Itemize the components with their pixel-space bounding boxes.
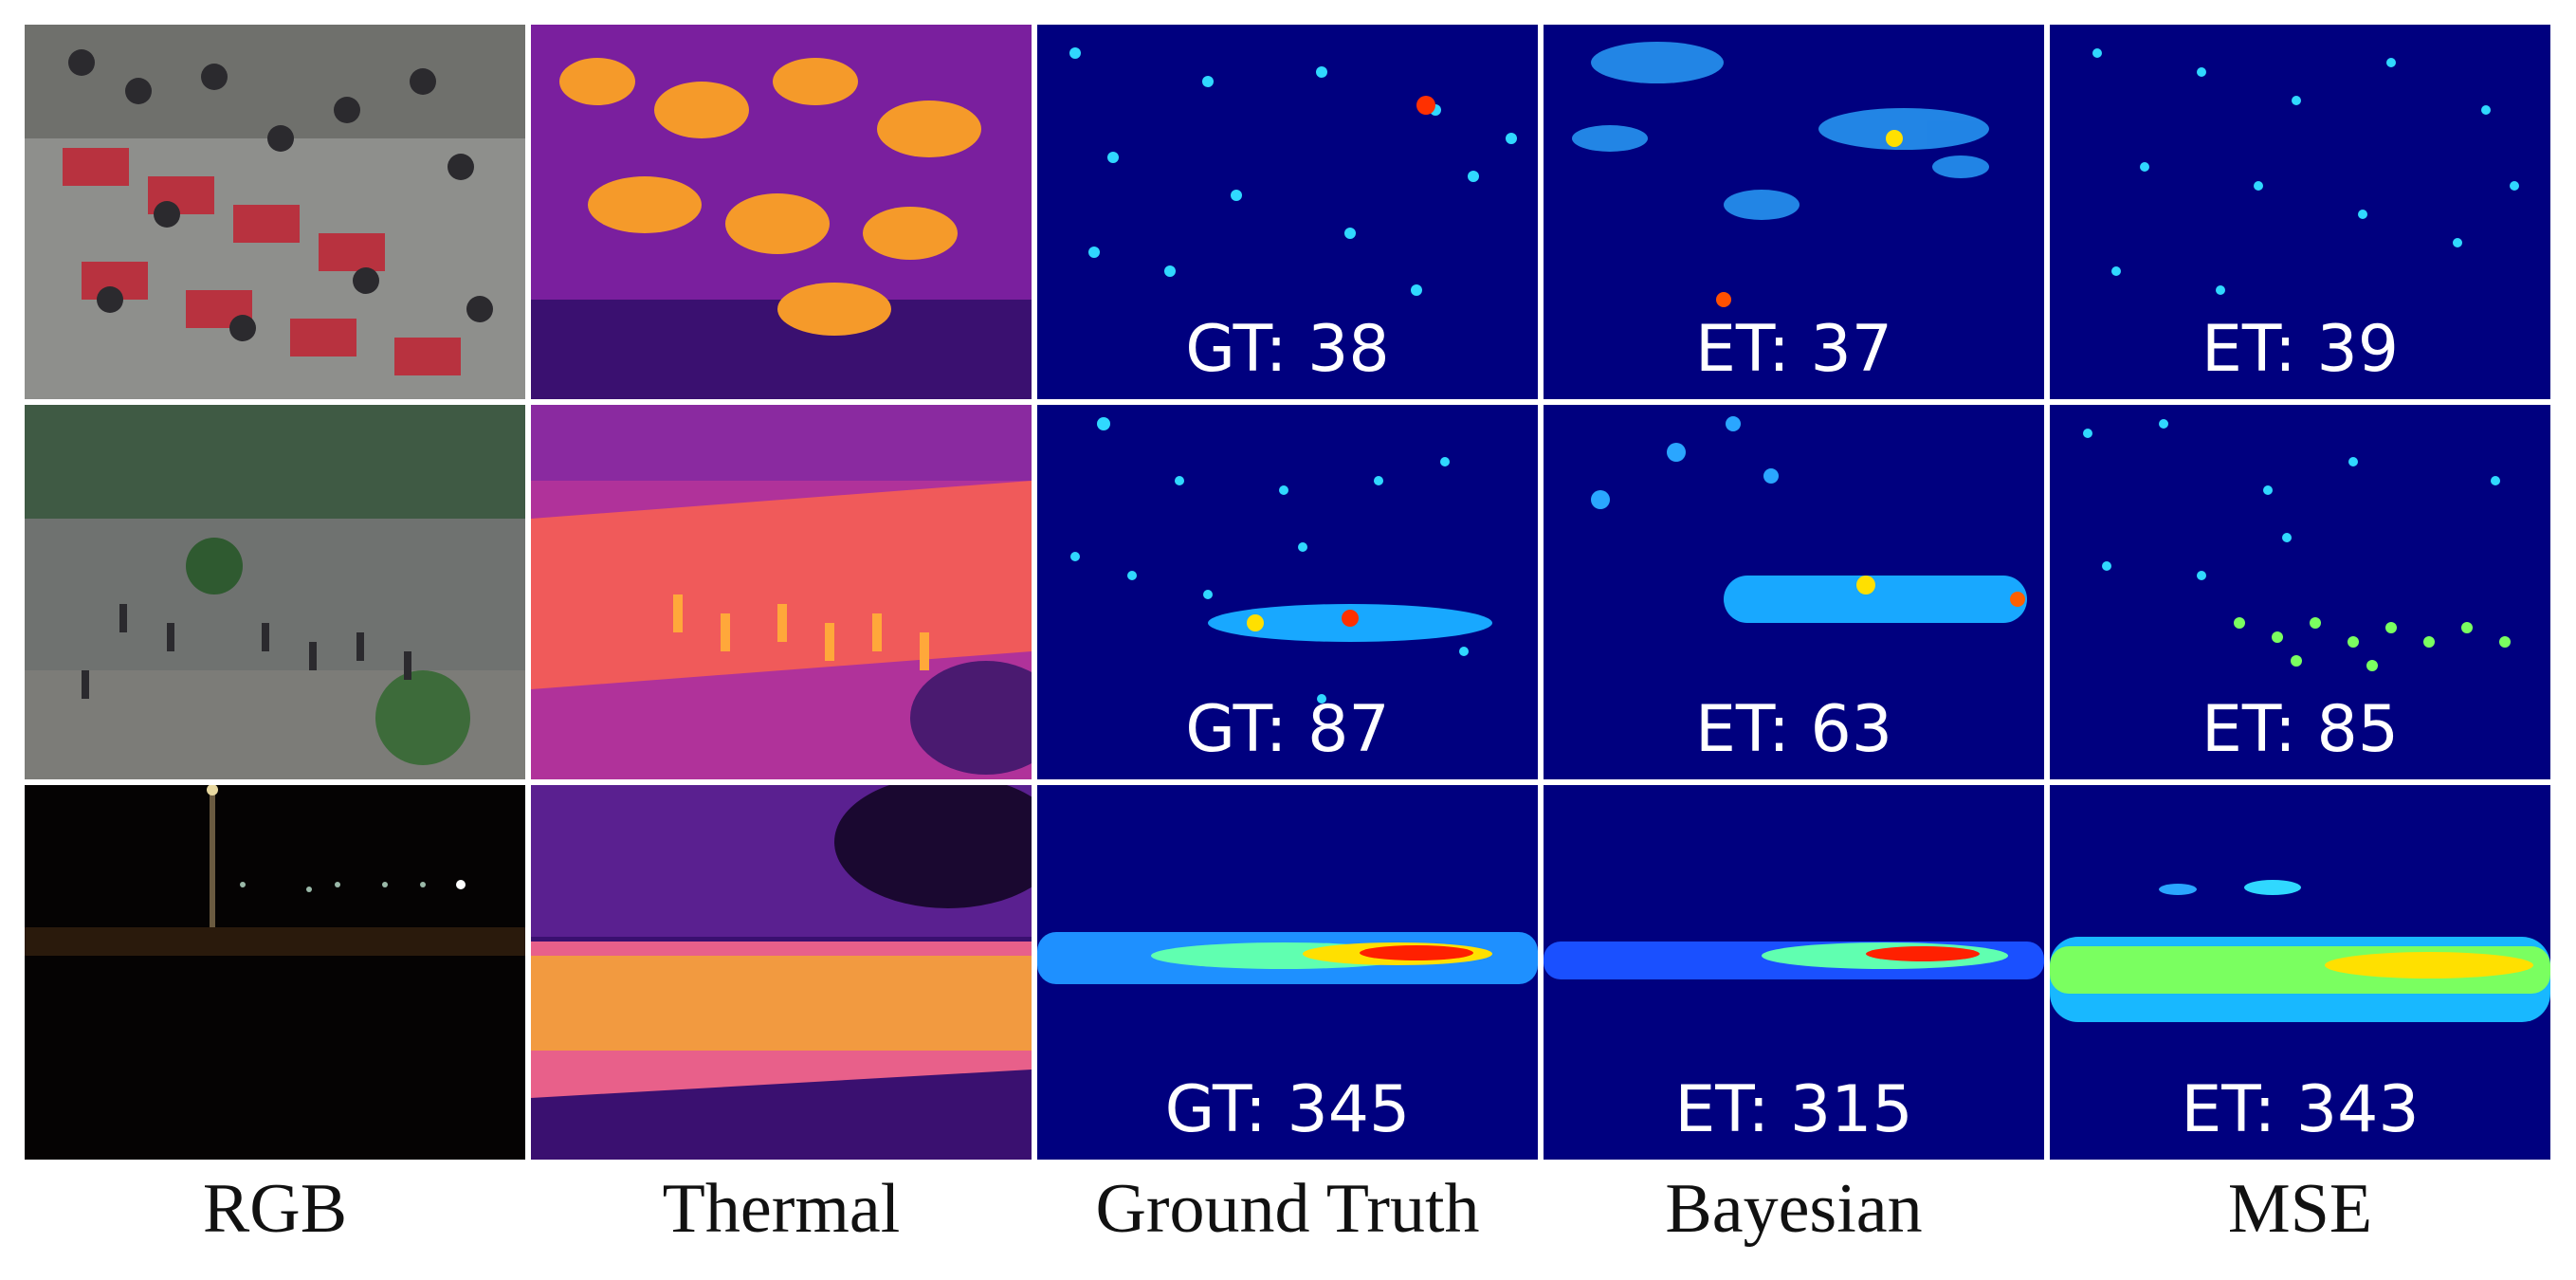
mse-density-row-3: ET: 343 <box>2050 785 2550 1160</box>
bayesian-count-row-2: ET: 63 <box>1694 692 1893 767</box>
bayesian-density-row-1: ET: 37 <box>1544 25 2044 399</box>
mse-count-row-3: ET: 343 <box>2181 1072 2420 1147</box>
thermal-image-row-3 <box>531 785 1032 1160</box>
ground-truth-density-row-1: GT: 38 <box>1037 25 1538 399</box>
figure-grid: GT: 38 ET: 37 ET: 39 <box>25 25 2550 1160</box>
rgb-image-row-3 <box>25 785 525 1160</box>
column-label-mse: MSE <box>2227 1170 2373 1248</box>
column-label-ground-truth: Ground Truth <box>1095 1170 1480 1248</box>
rgb-image-row-2 <box>25 405 525 779</box>
column-label-thermal: Thermal <box>662 1170 901 1248</box>
mse-count-row-2: ET: 85 <box>2201 692 2400 767</box>
rgb-image-row-1 <box>25 25 525 399</box>
mse-density-row-2: ET: 85 <box>2050 405 2550 779</box>
column-label-bayesian: Bayesian <box>1665 1170 1923 1248</box>
ground-truth-density-row-3: GT: 345 <box>1037 785 1538 1160</box>
thermal-image-row-2 <box>531 405 1032 779</box>
mse-count-row-1: ET: 39 <box>2201 312 2400 387</box>
thermal-image-row-1 <box>531 25 1032 399</box>
column-label-rgb: RGB <box>202 1170 348 1248</box>
ground-truth-density-row-2: GT: 87 <box>1037 405 1538 779</box>
gt-count-row-1: GT: 38 <box>1185 312 1390 387</box>
mse-density-row-1: ET: 39 <box>2050 25 2550 399</box>
bayesian-count-row-3: ET: 315 <box>1674 1072 1913 1147</box>
column-labels: RGB Thermal Ground Truth Bayesian MSE <box>25 1174 2550 1244</box>
gt-count-row-3: GT: 345 <box>1164 1072 1411 1147</box>
gt-count-row-2: GT: 87 <box>1185 692 1390 767</box>
bayesian-density-row-3: ET: 315 <box>1544 785 2044 1160</box>
bayesian-count-row-1: ET: 37 <box>1694 312 1893 387</box>
bayesian-density-row-2: ET: 63 <box>1544 405 2044 779</box>
